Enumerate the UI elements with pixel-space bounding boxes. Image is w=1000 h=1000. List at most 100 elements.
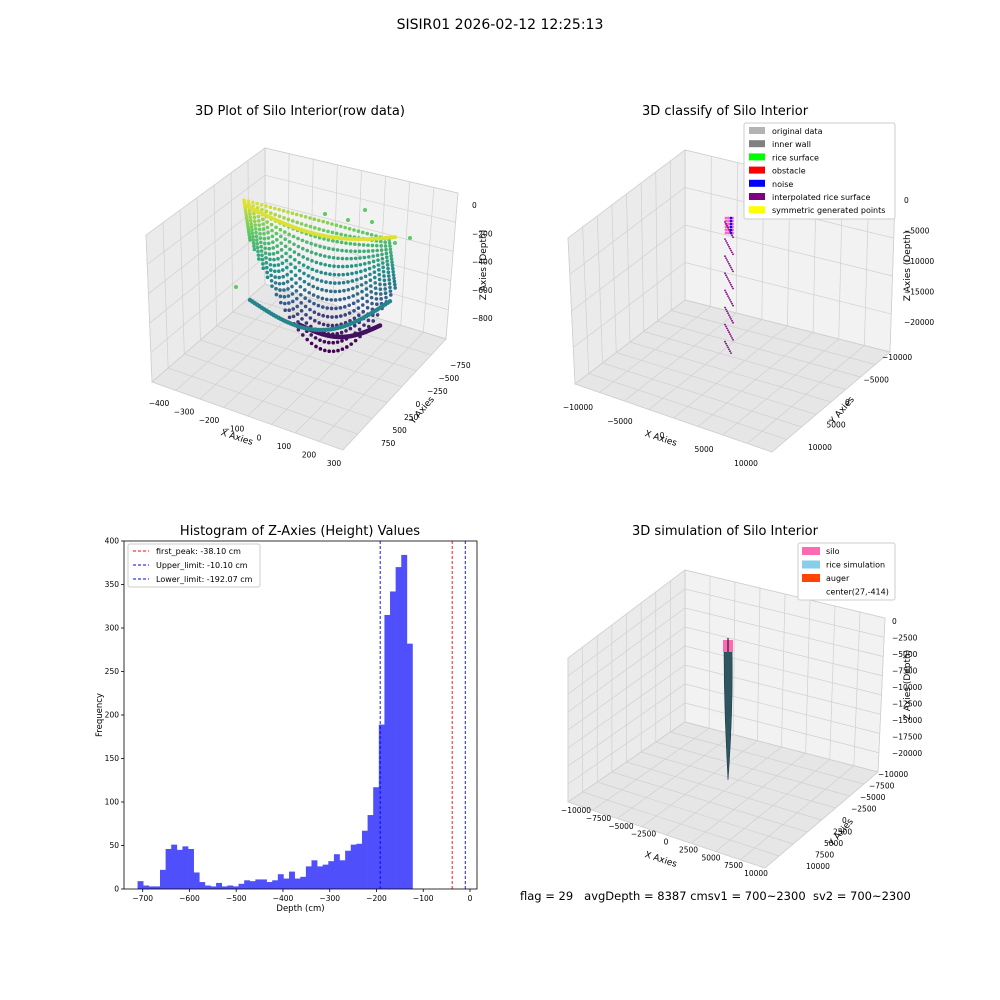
z-tick-label: −800 bbox=[472, 314, 493, 323]
legend-label: rice simulation bbox=[826, 561, 885, 570]
data-point bbox=[345, 256, 349, 261]
y-tick-label: 5000 bbox=[824, 839, 843, 848]
grid-line bbox=[670, 731, 864, 785]
data-point bbox=[287, 308, 292, 313]
y-tick-label: 750 bbox=[381, 439, 396, 448]
x-tick-label: −7500 bbox=[586, 814, 612, 823]
data-point bbox=[313, 318, 317, 323]
data-point bbox=[254, 230, 258, 235]
data-point bbox=[260, 253, 264, 258]
data-point bbox=[379, 239, 383, 244]
histogram-bar bbox=[143, 885, 150, 889]
data-point bbox=[375, 243, 379, 248]
histogram-bar bbox=[176, 849, 183, 889]
noise-point bbox=[729, 222, 733, 226]
grid-line bbox=[611, 771, 808, 833]
data-point bbox=[347, 227, 352, 231]
legend-swatch bbox=[749, 153, 765, 161]
legend-label: symmetric generated points bbox=[772, 206, 885, 215]
data-point bbox=[341, 272, 346, 277]
z-tick-label: −10000 bbox=[904, 257, 934, 266]
data-point bbox=[259, 240, 263, 245]
data-point bbox=[318, 338, 322, 342]
histogram-bars bbox=[137, 554, 413, 889]
data-point bbox=[251, 238, 255, 242]
data-point bbox=[358, 256, 362, 260]
data-point bbox=[256, 214, 261, 219]
z-tick-label: −12500 bbox=[892, 700, 922, 709]
grid-line bbox=[309, 159, 314, 298]
data-point bbox=[298, 284, 303, 289]
data-point bbox=[326, 238, 331, 242]
histogram-bar bbox=[221, 886, 228, 889]
rice-surface-point bbox=[730, 318, 732, 320]
data-point bbox=[331, 349, 336, 354]
data-point bbox=[319, 279, 324, 283]
data-point bbox=[360, 296, 365, 301]
data-point bbox=[279, 241, 284, 245]
data-point bbox=[307, 299, 312, 303]
histogram-bar bbox=[378, 724, 385, 889]
histogram-bar bbox=[165, 848, 172, 889]
histogram-bar bbox=[216, 882, 223, 889]
y-tick-label: −5000 bbox=[860, 793, 886, 802]
data-point bbox=[305, 257, 310, 261]
data-point bbox=[361, 309, 366, 314]
data-point bbox=[383, 244, 388, 248]
data-point bbox=[379, 248, 384, 252]
data-point bbox=[375, 248, 380, 253]
data-point bbox=[248, 238, 252, 242]
data-point bbox=[335, 231, 339, 236]
grid-line bbox=[643, 331, 846, 390]
data-point bbox=[300, 238, 305, 243]
legend-label: noise bbox=[772, 180, 793, 189]
data-point bbox=[374, 291, 378, 296]
x-tick-label: 100 bbox=[277, 442, 292, 451]
histogram-bar bbox=[277, 874, 284, 889]
data-point bbox=[259, 203, 264, 207]
data-point bbox=[361, 230, 365, 235]
rice-surface-point bbox=[731, 251, 733, 254]
data-point bbox=[265, 220, 270, 224]
data-point bbox=[373, 275, 377, 280]
data-point bbox=[311, 284, 316, 289]
data-point bbox=[319, 270, 324, 275]
data-point bbox=[253, 219, 257, 224]
data-point bbox=[347, 303, 352, 308]
data-point bbox=[393, 282, 397, 287]
data-point bbox=[339, 314, 343, 318]
panel1-3d-scatter: −400 −300 −200 −100 0 100 200 300 −750 −500 −250 0 2… bbox=[145, 147, 493, 468]
rice-surface-point bbox=[725, 342, 727, 345]
data-point bbox=[291, 219, 295, 223]
grid-line bbox=[582, 791, 780, 857]
data-point bbox=[284, 258, 289, 263]
y-axis-label: Frequency bbox=[95, 693, 105, 737]
legend-swatch bbox=[749, 206, 765, 214]
silo-point bbox=[724, 216, 728, 220]
rice-surface-point bbox=[732, 304, 734, 307]
histogram-bar bbox=[260, 879, 267, 889]
legend-swatch bbox=[749, 179, 765, 187]
data-point bbox=[300, 317, 304, 321]
legend-label: Lower_limit: -192.07 cm bbox=[156, 575, 253, 584]
data-point bbox=[329, 298, 334, 302]
data-point bbox=[347, 295, 351, 300]
data-point bbox=[273, 206, 277, 211]
grid-line bbox=[567, 569, 886, 659]
grid-line bbox=[400, 181, 411, 326]
grid-line bbox=[162, 222, 169, 369]
data-point bbox=[346, 218, 350, 222]
grid-line bbox=[567, 664, 881, 749]
data-point bbox=[351, 286, 355, 291]
data-point bbox=[375, 313, 380, 317]
data-point bbox=[378, 282, 382, 287]
rice-surface-point bbox=[724, 340, 726, 343]
data-point bbox=[392, 276, 396, 281]
data-point bbox=[252, 244, 256, 249]
data-point bbox=[331, 340, 336, 345]
x-tick-label: 0 bbox=[660, 431, 665, 440]
data-point bbox=[285, 280, 290, 284]
data-point bbox=[356, 306, 361, 310]
data-point bbox=[339, 232, 344, 237]
data-point bbox=[349, 249, 353, 253]
